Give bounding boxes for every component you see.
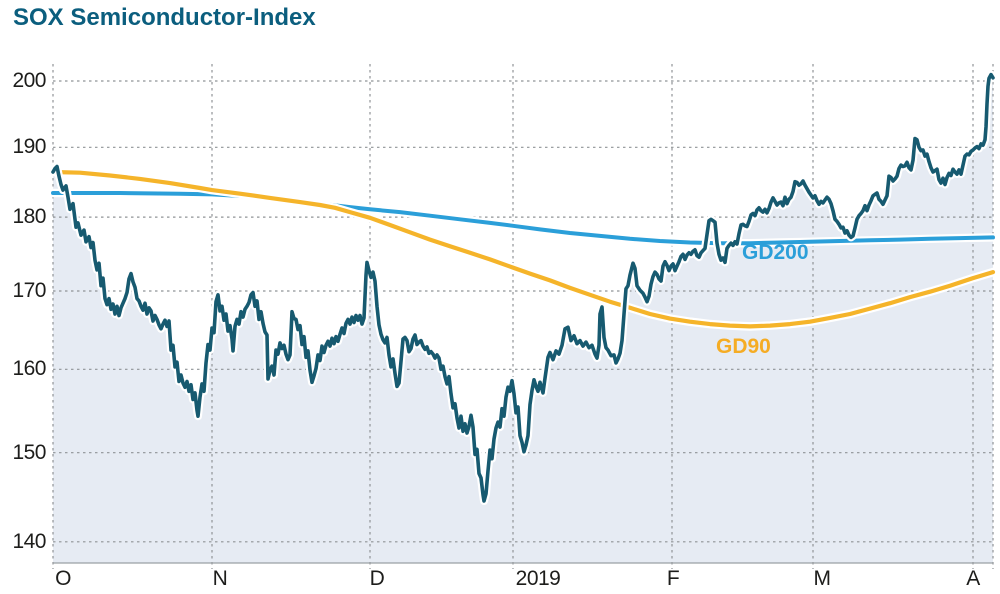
y-axis-tick-label: 170 [12, 279, 46, 302]
y-axis-tick-label: 150 [12, 441, 46, 464]
x-axis-tick-label: F [666, 567, 680, 590]
y-axis-tick-label: 190 [12, 135, 46, 158]
x-axis-tick-label: M [813, 567, 832, 590]
price-area-fill [53, 74, 993, 563]
x-axis-tick-label: N [212, 567, 228, 590]
gd200-series-label: GD200 [742, 241, 809, 264]
y-axis-tick-label: 180 [12, 205, 46, 228]
price-line [51, 72, 995, 503]
x-axis-tick-label: A [966, 567, 980, 590]
x-axis-tick-label: D [369, 567, 385, 590]
x-axis-tick-label: O [55, 567, 71, 590]
page-title: SOX Semiconductor-Index [13, 4, 316, 31]
gd90-series-label: GD90 [716, 335, 771, 358]
x-axis-tick-label: 2019 [515, 567, 561, 590]
y-axis-tick-label: 160 [12, 357, 46, 380]
y-axis-tick-label: 140 [12, 530, 46, 553]
moving-average-90-line [50, 169, 996, 329]
y-axis-tick-label: 200 [12, 69, 46, 92]
